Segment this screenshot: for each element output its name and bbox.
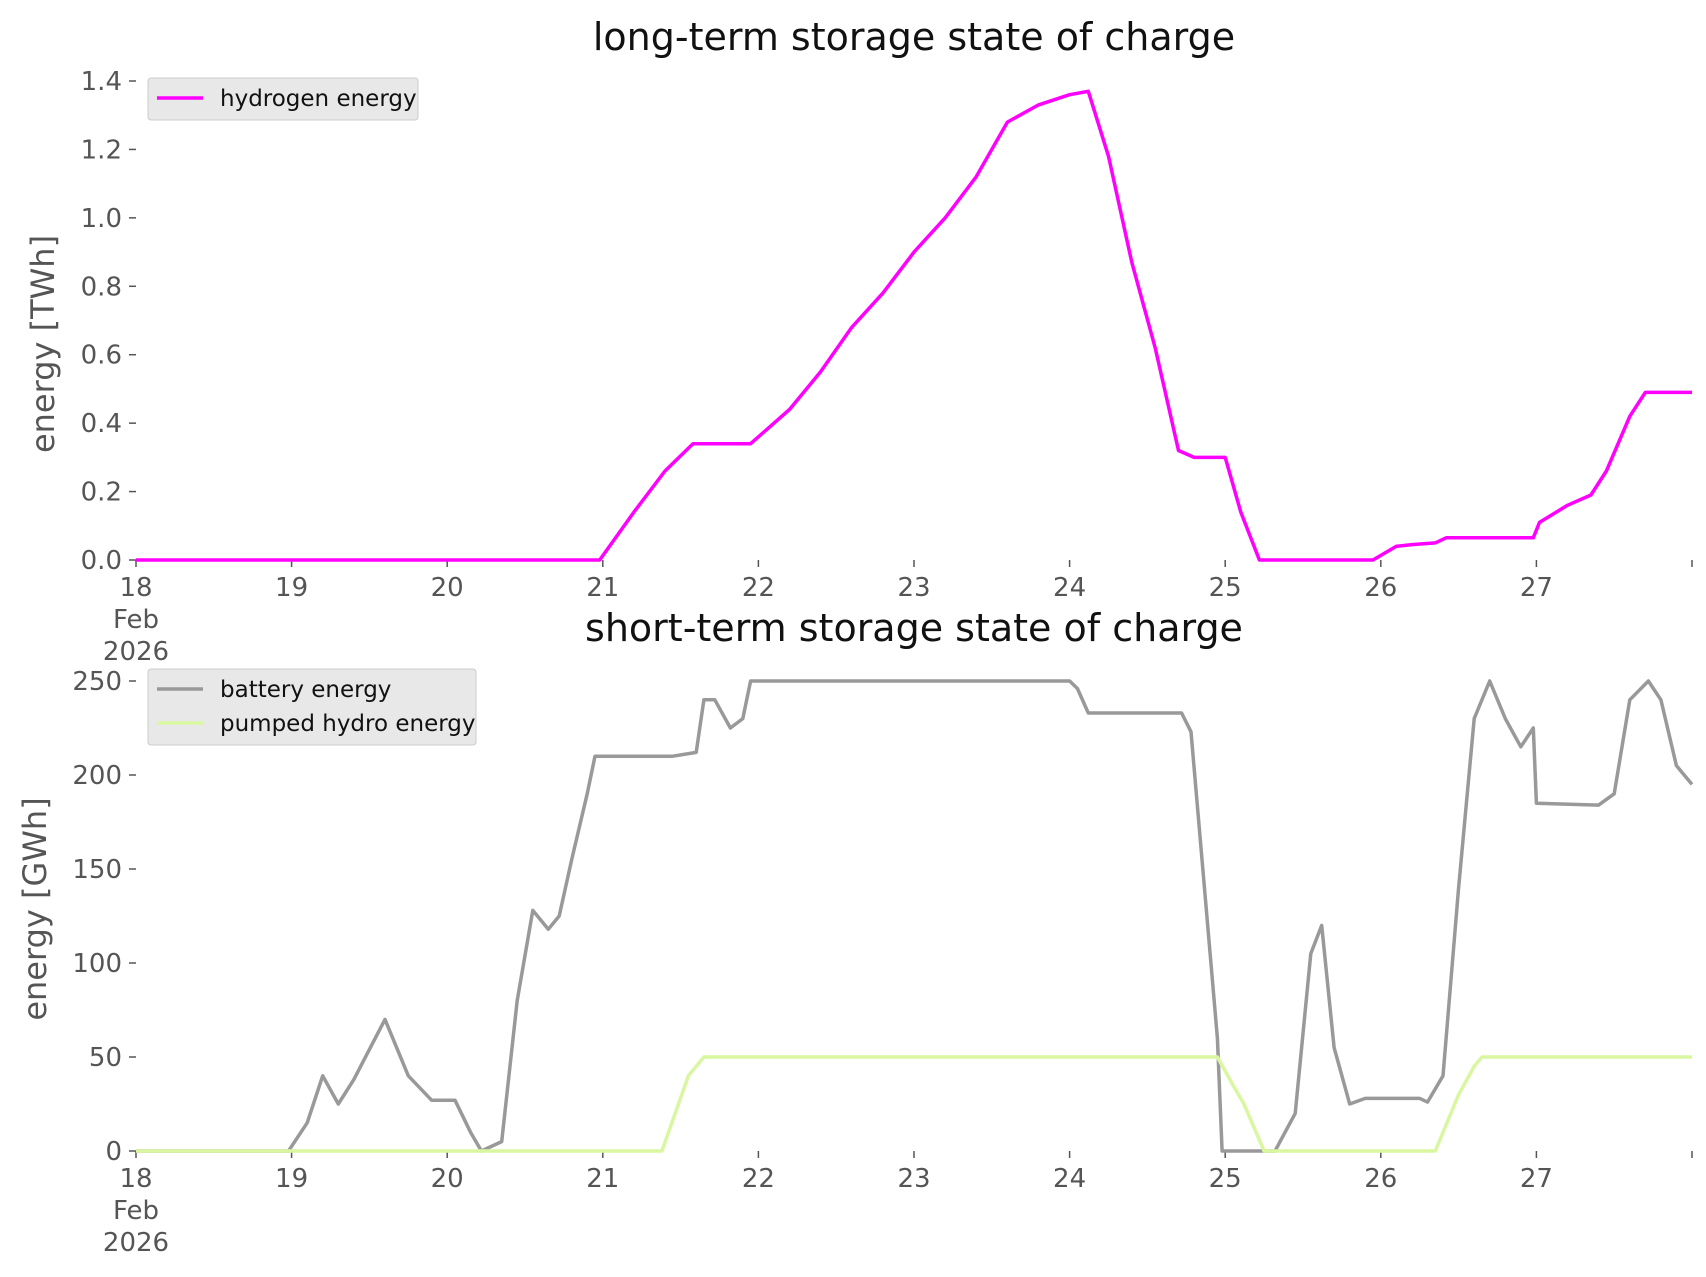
- x-tick-label: 21: [586, 573, 619, 603]
- y-tick-label: 100: [72, 949, 122, 979]
- x-tick-label: 19: [275, 1164, 308, 1194]
- x-tick-label: 27: [1520, 1164, 1553, 1194]
- legend: hydrogen energy: [147, 77, 419, 121]
- legend-box: [147, 77, 419, 121]
- x-tick-label: 24: [1053, 1164, 1086, 1194]
- y-tick-label: 0.8: [81, 272, 122, 302]
- plot-area: [136, 679, 1694, 1153]
- x-tick-label: 20: [431, 1164, 464, 1194]
- legend: battery energy pumped hydro energy: [147, 668, 477, 746]
- chart-title: short-term storage state of charge: [585, 606, 1243, 650]
- x-tick-label: 22: [742, 1164, 775, 1194]
- x-tick-label: 18 Feb 2026: [103, 1164, 169, 1258]
- y-tick-label: 250: [72, 667, 122, 697]
- x-axis: 18 Feb 2026 19 20 21 22 23 24 25 26 27: [103, 1151, 1693, 1258]
- x-tick-label: 24: [1053, 573, 1086, 603]
- series-line-battery-energy: [136, 679, 1694, 1153]
- x-tick-label: 26: [1364, 1164, 1397, 1194]
- series-line-pumped-hydro-energy: [136, 1055, 1692, 1153]
- x-tick-label: 25: [1209, 1164, 1242, 1194]
- x-axis: 18 Feb 2026 19 20 21 22 23 24 25 26 27: [103, 560, 1693, 667]
- y-tick-label: 150: [72, 855, 122, 885]
- y-tick-label: 1.2: [81, 135, 122, 165]
- panel-long-term: long-term storage state of charge energy…: [24, 15, 1693, 667]
- y-axis: 0 50 100 150 200 250: [72, 667, 136, 1167]
- x-tick-label: 18 Feb 2026: [103, 573, 169, 667]
- x-tick-label: 21: [586, 1164, 619, 1194]
- chart-title: long-term storage state of charge: [593, 15, 1235, 59]
- series-line-hydrogen-energy: [136, 89, 1692, 562]
- y-tick-label: 50: [89, 1043, 122, 1073]
- x-tick-label: 20: [431, 573, 464, 603]
- y-tick-label: 1.4: [81, 67, 122, 97]
- legend-label: hydrogen energy: [220, 86, 417, 112]
- x-tick-label: 23: [897, 573, 930, 603]
- plot-area: [136, 89, 1692, 562]
- y-tick-label: 0.6: [81, 341, 122, 371]
- y-tick-label: 1.0: [81, 204, 122, 234]
- x-tick-label: 19: [275, 573, 308, 603]
- panel-short-term: short-term storage state of charge energ…: [16, 606, 1694, 1258]
- y-tick-label: 0.4: [81, 409, 122, 439]
- x-tick-label: 25: [1209, 573, 1242, 603]
- y-axis: 0.0 0.2 0.4 0.6 0.8 1.0 1.2 1.4: [81, 67, 136, 576]
- x-tick-label: 26: [1364, 573, 1397, 603]
- x-tick-label: 27: [1520, 573, 1553, 603]
- legend-label: battery energy: [220, 677, 391, 703]
- y-tick-label: 0.2: [81, 478, 122, 508]
- legend-box: [147, 668, 477, 746]
- x-tick-label: 23: [897, 1164, 930, 1194]
- y-tick-label: 200: [72, 761, 122, 791]
- legend-label: pumped hydro energy: [220, 711, 476, 737]
- x-tick-label: 22: [742, 573, 775, 603]
- y-axis-label: energy [GWh]: [16, 797, 54, 1020]
- y-axis-label: energy [TWh]: [24, 235, 62, 453]
- y-tick-label: 0.0: [81, 546, 122, 576]
- y-tick-label: 0: [105, 1137, 122, 1167]
